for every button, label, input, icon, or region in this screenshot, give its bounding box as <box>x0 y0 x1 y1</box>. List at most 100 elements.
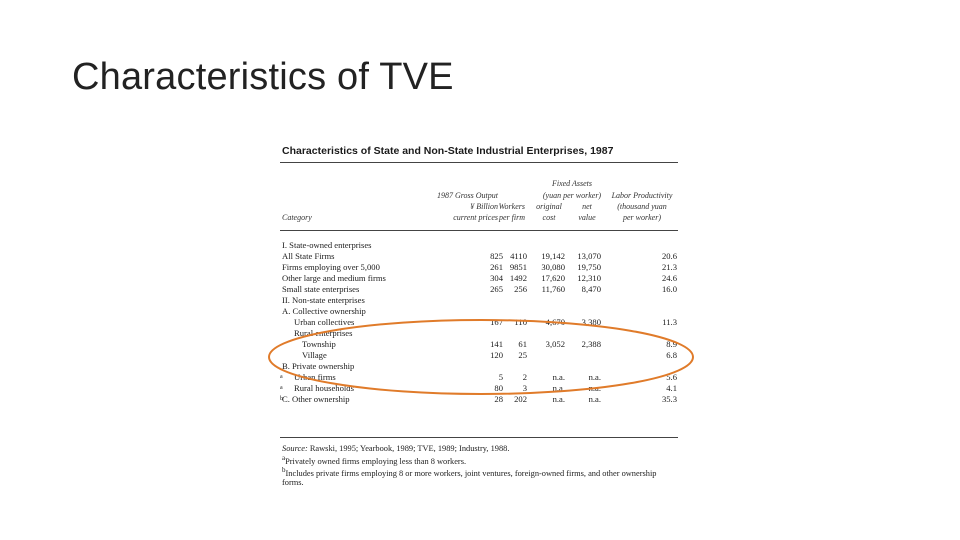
row-label: Firms employing over 5,000 <box>282 262 380 272</box>
table-row: Other large and medium firms 304 1492 17,62… <box>280 273 678 284</box>
table-cell: n.a. <box>552 394 565 404</box>
footnotes: Source: Rawski, 1995; Yearbook, 1989; TV… <box>282 444 678 488</box>
labor-productivity-header-1: Labor Productivity <box>611 191 673 200</box>
table-cell: 17,620 <box>541 273 565 283</box>
source-label: Source: <box>282 444 308 453</box>
table-cell: 4110 <box>510 251 527 261</box>
table-cell: 8.9 <box>666 339 677 349</box>
row-label: Village <box>302 350 327 360</box>
original-cost-header-2: cost <box>542 213 556 222</box>
fixed-assets-unit: (yuan per worker) <box>542 191 602 200</box>
row-label: Small state enterprises <box>282 284 360 294</box>
table-cell: 120 <box>490 350 503 360</box>
table-row: Township 141 61 3,052 2,388 8.9 <box>280 339 678 350</box>
table-cell: n.a. <box>588 372 601 382</box>
table-cell: 20.6 <box>661 251 677 261</box>
table-cell: 61 <box>518 339 527 349</box>
table-cell: 24.6 <box>661 273 677 283</box>
table-cell: 19,142 <box>541 251 565 261</box>
table-cell: 3,380 <box>581 317 601 327</box>
table-row: Small state enterprises 265 256 11,760 8,470… <box>280 284 678 295</box>
labor-productivity-header-2: (thousand yuan <box>617 202 667 211</box>
row-label: Urban collectives <box>294 317 355 327</box>
table-cell: n.a. <box>588 383 601 393</box>
table-cell: 110 <box>514 317 527 327</box>
bottom-rule <box>280 437 678 438</box>
table-cell: 30,080 <box>541 262 565 272</box>
table-cell: 3 <box>522 383 527 393</box>
table-row: Rural enterprises <box>280 328 678 339</box>
table-cell: 16.0 <box>661 284 677 294</box>
table-cell: 265 <box>490 284 503 294</box>
table-cell: n.a. <box>588 394 601 404</box>
table-row: Rural households a 80 3 n.a. n.a. 4.1 <box>280 383 678 394</box>
row-label: Rural enterprises <box>294 328 353 338</box>
footnote-a-mark: a <box>282 453 286 462</box>
title-rule <box>280 162 678 163</box>
row-label: A. Collective ownership <box>282 306 366 316</box>
table-cell: 11,760 <box>541 284 565 294</box>
workers-header-2: per firm <box>499 213 525 222</box>
row-label: Township <box>302 339 336 349</box>
original-cost-header-1: original <box>536 202 562 211</box>
table-row: A. Collective ownership <box>280 306 678 317</box>
table-cell: 4,670 <box>545 317 565 327</box>
row-label: II. Non-state enterprises <box>282 295 365 305</box>
table-cell: 13,070 <box>577 251 601 261</box>
net-value-header-1: net <box>582 202 592 211</box>
row-label: Rural households <box>294 383 354 393</box>
row-label-footnote-mark: a <box>280 374 283 380</box>
table-cell: 5 <box>498 372 503 382</box>
table-cell: 1492 <box>509 273 527 283</box>
table-cell: 167 <box>490 317 503 327</box>
workers-header-1: Workers <box>498 202 525 211</box>
table-cell: 28 <box>494 394 503 404</box>
table-cell: 21.3 <box>661 262 677 272</box>
table-row: Village 120 25 6.8 <box>280 350 678 361</box>
footnote-b: bIncludes private firms employing 8 or m… <box>282 466 678 488</box>
table-cell: 8,470 <box>581 284 601 294</box>
table-cell: 25 <box>518 350 527 360</box>
table-row: II. Non-state enterprises <box>280 295 678 306</box>
row-label: B. Private ownership <box>282 361 355 371</box>
table-cell: 80 <box>494 383 503 393</box>
category-header: Category <box>282 213 312 222</box>
table-cell: 256 <box>514 284 527 294</box>
row-label: I. State-owned enterprises <box>282 240 372 250</box>
table-cell: 9851 <box>509 262 527 272</box>
table-cell: 304 <box>490 273 503 283</box>
row-label: C. Other ownership <box>282 394 350 404</box>
row-label: Other large and medium firms <box>282 273 386 283</box>
table-row: All State Firms 825 4110 19,142 13,070 20.6 <box>280 251 678 262</box>
table-row: Urban firms a 5 2 n.a. n.a. 5.6 <box>280 372 678 383</box>
row-label: Urban firms <box>294 372 336 382</box>
table-cell: 261 <box>490 262 503 272</box>
footnote-b-mark: b <box>282 465 286 474</box>
table-cell: 2 <box>522 372 527 382</box>
table-cell: 4.1 <box>666 383 677 393</box>
table-row: I. State-owned enterprises <box>280 240 678 251</box>
table-cell: 12,310 <box>577 273 601 283</box>
table-row: C. Other ownership b 28 202 n.a. n.a. 35.3 <box>280 394 678 405</box>
footnote-a-text: Privately owned firms employing less tha… <box>285 456 467 466</box>
table-cell: 3,052 <box>545 339 565 349</box>
gross-output-header-2: ¥ Billion <box>470 202 498 211</box>
table-row: Urban collectives 167 110 4,670 3,380 11.3 <box>280 317 678 328</box>
labor-productivity-header-3: per worker) <box>623 213 661 222</box>
footnote-b-text: Includes private firms employing 8 or mo… <box>282 468 657 488</box>
table-cell: 6.8 <box>666 350 677 360</box>
gross-output-header-1: 1987 Gross Output <box>436 191 498 200</box>
table-cell: n.a. <box>552 372 565 382</box>
row-label-footnote-mark: b <box>280 396 283 402</box>
table-title: Characteristics of State and Non-State I… <box>282 145 614 157</box>
table-cell: 11.3 <box>662 317 677 327</box>
row-label-footnote-mark: a <box>280 385 283 391</box>
source-text: Rawski, 1995; Yearbook, 1989; TVE, 1989;… <box>309 444 510 453</box>
net-value-header-2: value <box>578 213 596 222</box>
table-cell: 5.6 <box>666 372 677 382</box>
table-cell: n.a. <box>552 383 565 393</box>
slide-title: Characteristics of TVE <box>72 56 454 98</box>
table-cell: 35.3 <box>661 394 677 404</box>
header-rule <box>280 230 678 231</box>
table-row: Firms employing over 5,000 261 9851 30,080 1… <box>280 262 678 273</box>
